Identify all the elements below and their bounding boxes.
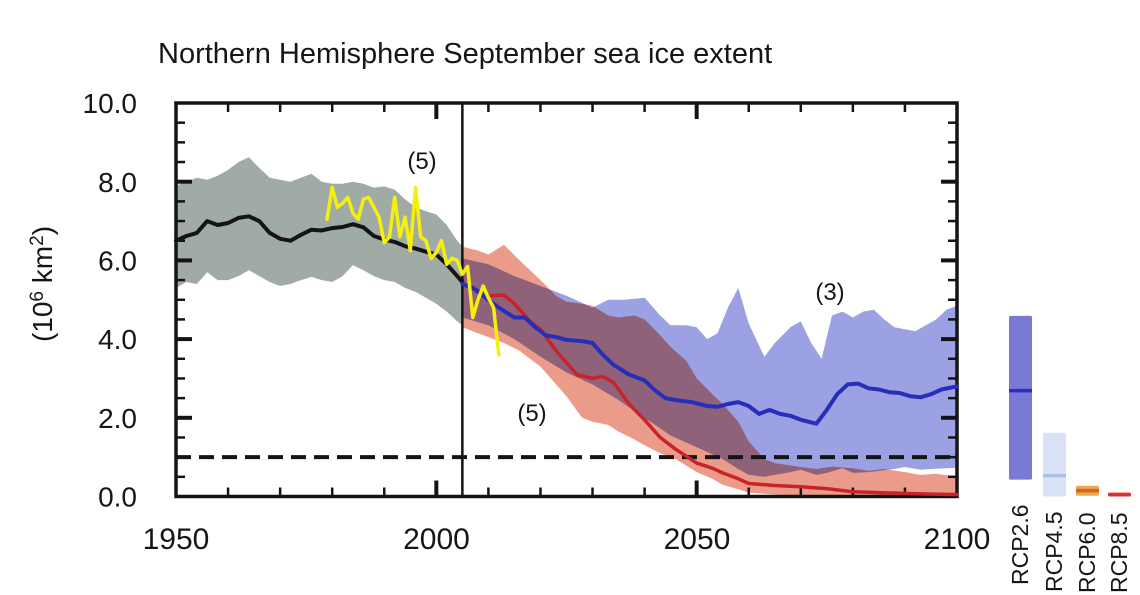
y-axis-title-part: ) bbox=[27, 226, 58, 235]
mean-lines bbox=[174, 185, 959, 497]
annotation-rcp45-model-count: (3) bbox=[815, 279, 844, 306]
historical-range-band bbox=[176, 157, 463, 326]
rcp45-mean-line bbox=[460, 282, 959, 426]
legend-label-rcp26: RCP2.6 bbox=[1007, 504, 1033, 585]
x-tick-label-2100: 2100 bbox=[924, 523, 991, 556]
y-tick-label-10: 10.0 bbox=[83, 88, 138, 119]
y-tick-label-0: 0.0 bbox=[98, 482, 137, 513]
legend-label-rcp45: RCP4.5 bbox=[1041, 511, 1067, 592]
annotation-historical-model-count: (5) bbox=[407, 148, 436, 175]
historical-mean-line bbox=[174, 214, 465, 284]
legend-range-bar-rcp85 bbox=[1108, 492, 1131, 497]
x-tick-label-2050: 2050 bbox=[664, 523, 731, 556]
chart-title: Northern Hemisphere September sea ice ex… bbox=[158, 38, 772, 70]
y-tick-label-6: 6.0 bbox=[98, 246, 137, 277]
rcp-range-bars bbox=[1009, 315, 1131, 497]
y-axis-title-part: (10 bbox=[27, 302, 58, 342]
y-axis-title-part: km bbox=[27, 246, 58, 291]
legend-label-rcp60: RCP6.0 bbox=[1074, 512, 1100, 593]
legend-label-rcp85: RCP8.5 bbox=[1106, 512, 1132, 593]
uncertainty-bands bbox=[176, 157, 957, 497]
y-tick-label-8: 8.0 bbox=[98, 167, 137, 198]
legend-range-bar-rcp45 bbox=[1043, 432, 1066, 497]
y-axis-title-superscript: 2 bbox=[27, 235, 48, 246]
rcp45-range-band bbox=[462, 258, 957, 477]
y-tick-label-2: 2.0 bbox=[98, 403, 137, 434]
x-tick-label-1950: 1950 bbox=[143, 523, 210, 556]
observations-line bbox=[325, 185, 501, 357]
legend-median-line-rcp60 bbox=[1076, 488, 1099, 493]
legend-median-line-rcp45 bbox=[1043, 473, 1066, 478]
legend-range-bar-rcp26 bbox=[1009, 315, 1032, 480]
annotation-rcp85-model-count: (5) bbox=[517, 400, 546, 427]
x-tick-label-2000: 2000 bbox=[403, 523, 470, 556]
legend-median-line-rcp26 bbox=[1009, 388, 1032, 393]
y-axis-title: (106 km2) bbox=[27, 226, 58, 342]
y-axis-title-superscript: 6 bbox=[27, 291, 48, 302]
y-tick-label-4: 4.0 bbox=[98, 324, 137, 355]
